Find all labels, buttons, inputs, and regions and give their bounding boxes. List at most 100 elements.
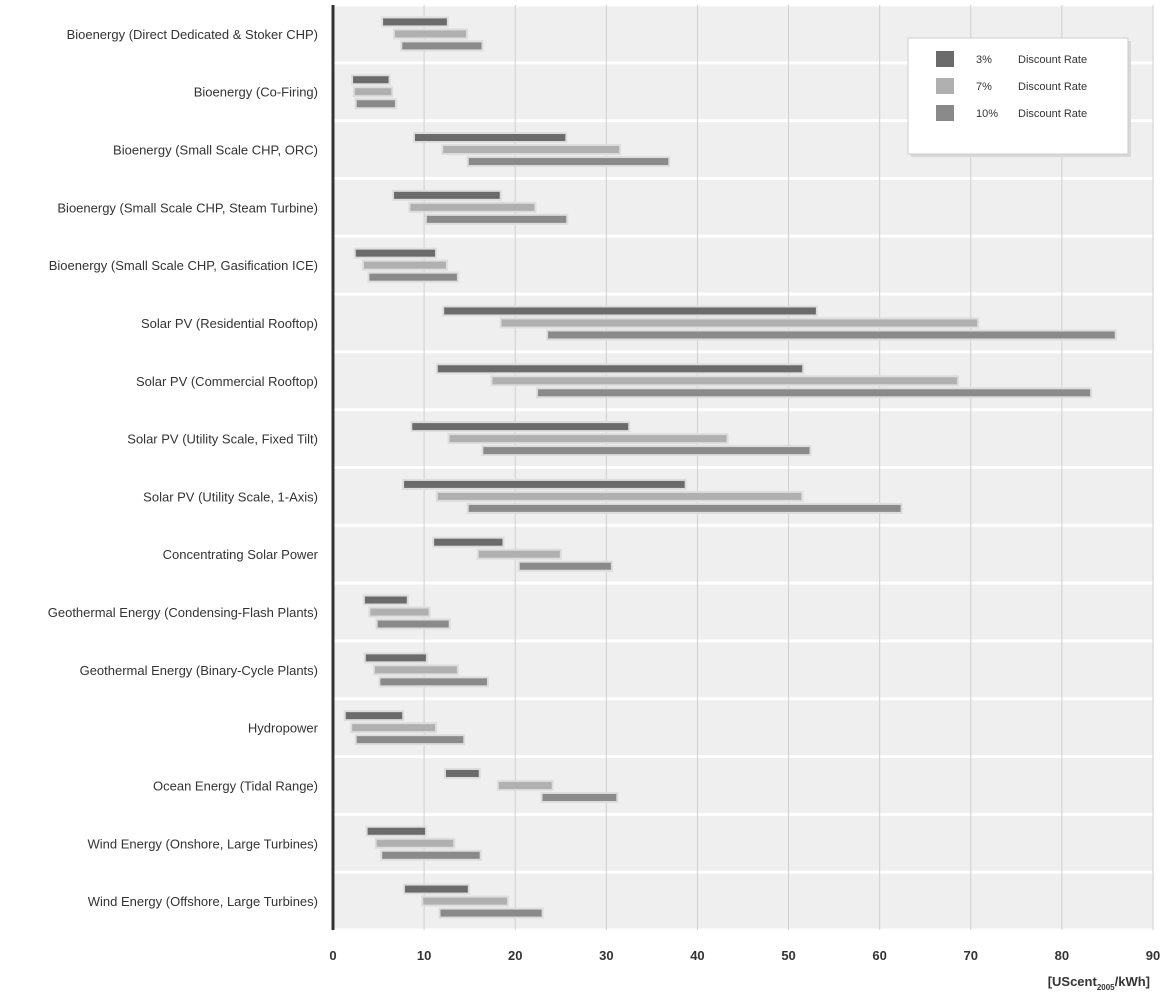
bar: [519, 562, 611, 570]
row-band: [333, 584, 1153, 640]
category-label: Ocean Energy (Tidal Range): [153, 778, 318, 793]
bar: [437, 365, 803, 373]
bar: [383, 18, 447, 26]
bar: [394, 191, 500, 199]
row-band: [333, 700, 1153, 756]
x-axis-unit-main: [UScent: [1048, 974, 1098, 989]
bar: [468, 504, 901, 512]
legend-rate: 3%: [976, 54, 992, 66]
x-tick-label: 90: [1146, 948, 1160, 963]
x-tick-label: 60: [872, 948, 886, 963]
legend-rate: 7%: [976, 81, 992, 93]
bars-group: [343, 16, 1117, 919]
category-label: Solar PV (Residential Rooftop): [141, 316, 318, 331]
x-tick-label: 0: [329, 948, 336, 963]
bar: [412, 423, 629, 431]
x-axis-unit-label: [UScent2005/kWh]: [1048, 974, 1150, 992]
bar: [426, 215, 567, 223]
category-label: Bioenergy (Small Scale CHP, Gasification…: [49, 258, 318, 273]
legend-label: Discount Rate: [1018, 108, 1087, 120]
bar: [445, 769, 479, 777]
bar: [437, 492, 802, 500]
category-label: Geothermal Energy (Binary-Cycle Plants): [80, 663, 318, 678]
bar: [355, 249, 436, 257]
bar: [370, 608, 429, 616]
x-tick-label: 20: [508, 948, 522, 963]
bar: [423, 897, 508, 905]
bar: [356, 100, 395, 108]
bar: [538, 389, 1091, 397]
x-tick-label: 70: [964, 948, 978, 963]
bar: [498, 781, 552, 789]
x-axis-unit-subscript: 2005: [1097, 983, 1115, 992]
category-label: Hydropower: [248, 721, 319, 736]
bar: [404, 480, 685, 488]
bar: [377, 620, 449, 628]
bar: [548, 331, 1115, 339]
legend-rate: 10%: [976, 108, 998, 120]
bar: [380, 678, 487, 686]
row-band: [333, 526, 1153, 582]
category-label: Bioenergy (Direct Dedicated & Stoker CHP…: [67, 27, 318, 42]
bar: [376, 839, 454, 847]
bar: [478, 550, 560, 558]
bar: [363, 261, 446, 269]
category-label: Concentrating Solar Power: [163, 547, 319, 562]
row-band: [333, 237, 1153, 293]
x-axis-unit-suffix: /kWh]: [1115, 974, 1150, 989]
legend-label: Discount Rate: [1018, 81, 1087, 93]
bar: [374, 666, 457, 674]
category-label: Bioenergy (Co-Firing): [194, 85, 318, 100]
legend-swatch: [936, 78, 954, 94]
category-label: Solar PV (Utility Scale, 1-Axis): [143, 489, 318, 504]
bar: [483, 447, 810, 455]
bar: [468, 158, 669, 166]
legend-swatch: [936, 105, 954, 121]
bar: [404, 885, 468, 893]
legend: 3% Discount Rate 7% Discount Rate 10% Discoun…: [907, 37, 1131, 157]
x-tick-label: 30: [599, 948, 613, 963]
legend-swatch: [936, 51, 954, 67]
category-label: Solar PV (Commercial Rooftop): [136, 374, 318, 389]
bar: [353, 76, 389, 84]
legend-label: Discount Rate: [1018, 54, 1087, 66]
row-band: [333, 758, 1153, 813]
bar: [364, 596, 407, 604]
bar: [369, 273, 457, 281]
grid-lines-group: [423, 5, 1154, 930]
bar: [367, 827, 426, 835]
bar: [501, 319, 978, 327]
category-label: Geothermal Energy (Condensing-Flash Plan…: [48, 605, 318, 620]
x-tick-label: 80: [1055, 948, 1069, 963]
category-label: Wind Energy (Offshore, Large Turbines): [88, 894, 318, 909]
x-tick-labels-group: 0 10 20 30 40 50 60 70 80 90: [329, 948, 1160, 963]
x-tick-label: 40: [690, 948, 704, 963]
category-label: Bioenergy (Small Scale CHP, Steam Turbin…: [57, 200, 318, 215]
bar: [542, 793, 617, 801]
bar: [440, 909, 542, 917]
bar: [444, 307, 816, 315]
bar: [492, 377, 958, 385]
bar: [345, 712, 403, 720]
bar: [415, 134, 566, 142]
category-label: Solar PV (Utility Scale, Fixed Tilt): [127, 432, 318, 447]
bar: [394, 30, 467, 38]
category-labels-group: Bioenergy (Direct Dedicated & Stoker CHP…: [48, 27, 319, 909]
bar: [402, 42, 482, 50]
bar: [382, 851, 480, 859]
x-tick-label: 50: [781, 948, 795, 963]
bar: [410, 203, 535, 211]
bar: [443, 146, 620, 154]
bar: [354, 88, 392, 96]
category-label: Wind Energy (Onshore, Large Turbines): [88, 836, 319, 851]
x-tick-label: 10: [417, 948, 431, 963]
bar: [356, 736, 464, 744]
row-band: [333, 642, 1153, 698]
bar: [449, 435, 727, 443]
bar: [352, 724, 436, 732]
row-band: [333, 815, 1153, 871]
bar: [365, 654, 426, 662]
bar: [434, 538, 503, 546]
category-label: Bioenergy (Small Scale CHP, ORC): [113, 143, 318, 158]
